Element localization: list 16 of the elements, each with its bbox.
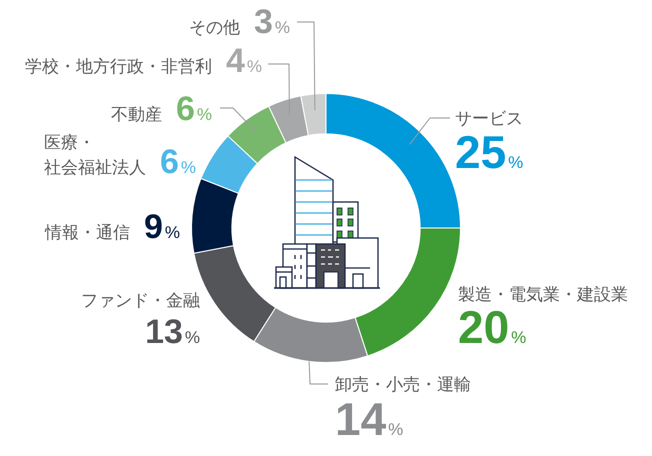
- slice-label: 情報・通信: [44, 223, 130, 243]
- slice-label: 医療・社会福祉法人: [44, 133, 146, 178]
- data-label: 3%: [254, 3, 290, 41]
- data-label: 4%: [226, 42, 262, 80]
- data-label: 6%: [160, 143, 196, 181]
- slice-label: 学校・地方行政・非営利: [24, 57, 212, 77]
- data-label: 6%: [176, 90, 212, 128]
- slice-label: サービス: [455, 109, 523, 129]
- slice-label: 卸売・小売・運輸: [335, 375, 471, 395]
- data-label: 9%: [144, 208, 180, 246]
- data-label: 14%: [335, 393, 404, 445]
- slice-label: その他: [188, 18, 240, 38]
- slice-label: ファンド・金融: [81, 291, 200, 311]
- slice-label: 不動産: [110, 105, 162, 125]
- data-label: 25%: [455, 126, 524, 178]
- data-label: 13%: [145, 313, 200, 351]
